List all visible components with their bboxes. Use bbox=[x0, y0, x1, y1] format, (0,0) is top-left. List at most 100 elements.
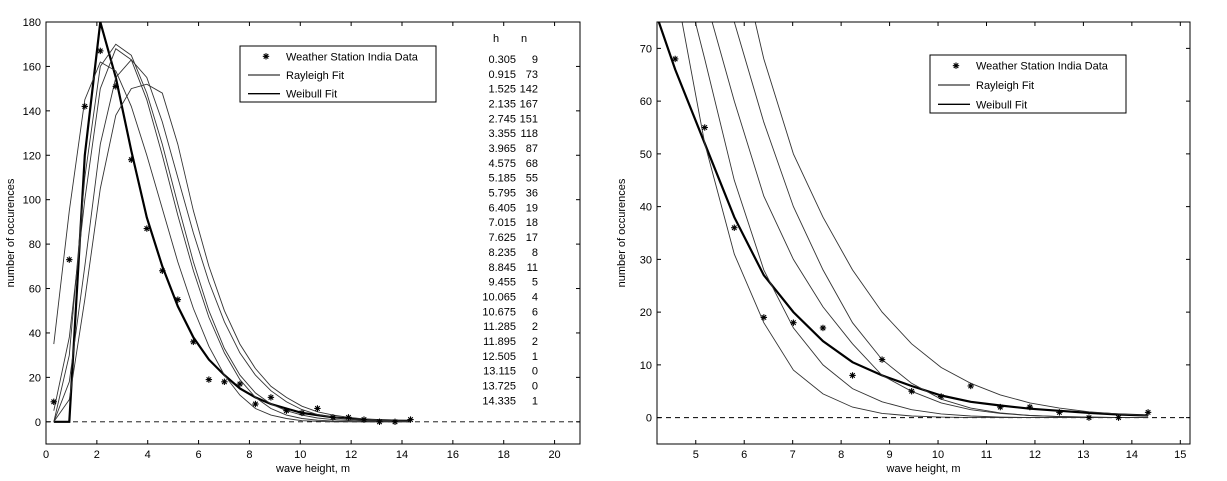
right-y-tick-label: 40 bbox=[640, 202, 652, 214]
left-x-tick-label: 10 bbox=[294, 449, 306, 461]
right-x-tick-label: 12 bbox=[1029, 449, 1041, 461]
right-y-tick-label: 0 bbox=[646, 413, 652, 425]
left-data-point bbox=[360, 416, 368, 423]
right-y-tick-label: 60 bbox=[640, 96, 652, 108]
right-data-point bbox=[701, 124, 708, 131]
right-chart: 5 6 7 8 9 10 11 12 13 14 15 0 10 20 30 40 50 60 70 wave he… bbox=[616, 21, 1191, 475]
left-y-tick-label: 0 bbox=[35, 417, 41, 429]
right-fit-curve-0 bbox=[657, 22, 1149, 417]
table-cell-h: 7.015 bbox=[488, 217, 516, 229]
left-y-tick-label: 140 bbox=[23, 106, 41, 118]
right-data-point bbox=[1056, 409, 1063, 416]
right-x-tick-label: 15 bbox=[1174, 449, 1186, 461]
right-plot-frame bbox=[656, 21, 1191, 445]
table-cell-h: 11.285 bbox=[483, 321, 516, 333]
table-cell-n: 17 bbox=[526, 232, 538, 244]
right-data-points bbox=[671, 55, 1152, 421]
table-cell-h: 3.965 bbox=[488, 143, 516, 155]
right-y-tick-label: 20 bbox=[640, 307, 652, 319]
left-data-point bbox=[159, 267, 166, 274]
table-cell-h: 14.335 bbox=[482, 395, 516, 407]
right-x-tick-label: 6 bbox=[741, 449, 747, 461]
left-data-point bbox=[236, 380, 244, 388]
table-cell-n: 2 bbox=[532, 336, 538, 348]
left-fit-curve-3 bbox=[53, 59, 411, 423]
left-data-point bbox=[283, 407, 290, 414]
left-data-point bbox=[81, 103, 88, 110]
table-cell-h: 5.185 bbox=[488, 173, 516, 185]
table-cell-h: 0.305 bbox=[488, 54, 516, 66]
table-cell-h: 13.725 bbox=[482, 380, 516, 392]
left-y-tick-label: 180 bbox=[23, 17, 41, 29]
table-cell-h: 8.845 bbox=[488, 262, 516, 274]
table-cell-n: 142 bbox=[520, 84, 538, 96]
left-legend: Weather Station India Data Rayleigh Fit … bbox=[239, 45, 437, 103]
left-legend-box bbox=[239, 45, 437, 103]
left-data-point bbox=[345, 414, 352, 421]
left-data-point bbox=[252, 400, 259, 408]
right-data-point bbox=[1085, 414, 1093, 421]
right-x-tick-label: 13 bbox=[1077, 449, 1089, 461]
table-cell-h: 8.235 bbox=[488, 247, 516, 259]
table-cell-h: 9.455 bbox=[488, 277, 516, 289]
right-x-tick-label: 9 bbox=[887, 449, 893, 461]
left-x-tick-label: 20 bbox=[548, 449, 560, 461]
left-data-point bbox=[174, 296, 182, 303]
table-cell-n: 0 bbox=[532, 380, 538, 392]
table-cell-h: 11.895 bbox=[483, 336, 516, 348]
left-data-point bbox=[407, 416, 414, 423]
left-data-point bbox=[190, 338, 197, 346]
left-data-point bbox=[128, 156, 135, 163]
table-cell-n: 8 bbox=[532, 247, 538, 259]
left-x-tick-label: 18 bbox=[498, 449, 510, 461]
left-y-tick-label: 20 bbox=[29, 372, 41, 384]
table-cell-h: 7.625 bbox=[488, 232, 516, 244]
right-x-tick-label: 14 bbox=[1126, 449, 1138, 461]
left-x-tick-label: 4 bbox=[145, 449, 151, 461]
left-legend-entry-data: Weather Station India Data bbox=[286, 51, 419, 63]
table-cell-h: 1.525 bbox=[488, 84, 516, 96]
table-cell-n: 4 bbox=[532, 291, 538, 303]
left-x-tick-label: 6 bbox=[196, 449, 202, 461]
right-fit-curves bbox=[657, 22, 1190, 419]
table-cell-n: 55 bbox=[526, 173, 538, 185]
left-fit-curve-5 bbox=[53, 43, 411, 423]
table-cell-n: 18 bbox=[526, 217, 538, 229]
table-cell-h: 10.675 bbox=[482, 306, 516, 318]
right-y-tick-label: 10 bbox=[640, 360, 652, 372]
right-data-point bbox=[997, 403, 1004, 411]
table-cell-h: 2.745 bbox=[488, 113, 516, 125]
right-data-point bbox=[908, 388, 915, 395]
left-y-tick-label: 80 bbox=[29, 239, 41, 251]
left-y-tick-label: 60 bbox=[29, 284, 41, 296]
table-cell-n: 151 bbox=[520, 113, 538, 125]
right-x-axis-label: wave height, m bbox=[886, 463, 961, 475]
table-cell-h: 6.405 bbox=[488, 202, 516, 214]
table-cell-n: 73 bbox=[526, 69, 538, 81]
table-cell-n: 0 bbox=[532, 366, 538, 378]
right-data-point bbox=[878, 356, 886, 363]
left-chart: 0 2 4 6 8 10 12 14 16 18 2002040608010012014016018… bbox=[5, 17, 581, 475]
left-y-tick-label: 100 bbox=[23, 195, 41, 207]
left-y-tick-label: 120 bbox=[23, 150, 41, 162]
table-cell-h: 2.135 bbox=[488, 99, 516, 111]
right-fit-curve-4 bbox=[733, 22, 1149, 419]
right-x-tick-label: 8 bbox=[838, 449, 844, 461]
left-data-point bbox=[391, 418, 399, 425]
right-x-tick-label: 11 bbox=[981, 449, 992, 461]
left-fit-curves bbox=[46, 22, 580, 423]
right-y-tick-label: 50 bbox=[640, 149, 652, 161]
left-fit-curve-0 bbox=[53, 22, 411, 423]
left-x-axis-label: wave height, m bbox=[275, 463, 350, 475]
table-cell-h: 12.505 bbox=[482, 351, 516, 363]
left-x-tick-label: 14 bbox=[396, 449, 408, 461]
table-cell-n: 2 bbox=[532, 321, 538, 333]
right-data-point bbox=[1026, 403, 1034, 411]
left-fit-curve-2 bbox=[53, 47, 411, 423]
right-x-tick-label: 10 bbox=[932, 449, 944, 461]
left-legend-entry-rayleigh: Rayleigh Fit bbox=[286, 70, 344, 82]
right-legend-entry-rayleigh: Rayleigh Fit bbox=[976, 80, 1034, 92]
left-x-tick-label: 0 bbox=[43, 449, 49, 461]
